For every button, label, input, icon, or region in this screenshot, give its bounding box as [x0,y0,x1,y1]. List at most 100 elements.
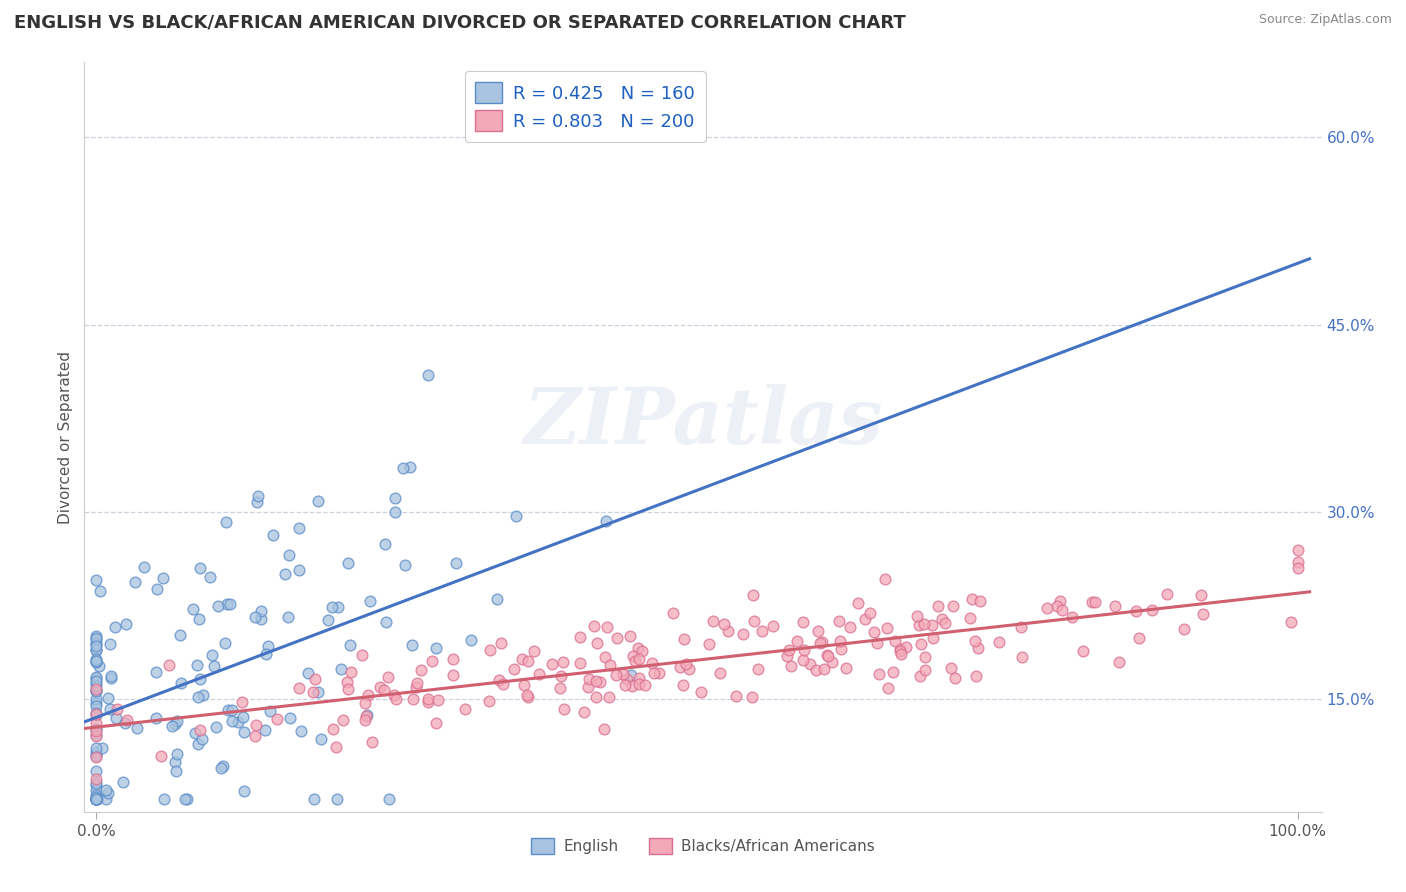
Point [741,690,763,705]
Point [259,704,281,718]
Point [427,692,450,706]
Point [86,682,108,697]
Point [105,711,128,725]
Point [491,676,513,690]
Point [853,612,876,626]
Point [86,792,108,806]
Point [631,644,654,658]
Point [585,690,607,704]
Point [228,715,250,730]
Point [1108,655,1130,669]
Point [86,749,108,764]
Point [762,619,785,633]
Point [86,750,108,764]
Point [86,679,108,693]
Point [86,788,108,802]
Point [1035,601,1057,615]
Point [231,695,253,709]
Point [96,792,118,806]
Point [488,673,510,688]
Point [350,648,373,662]
Point [145,665,167,679]
Point [931,612,953,626]
Point [257,639,280,653]
Point [908,617,931,632]
Point [339,639,361,653]
Point [905,609,928,624]
Point [86,670,108,684]
Point [568,656,591,670]
Point [89,583,111,598]
Point [86,764,108,779]
Point [86,722,108,736]
Point [731,627,754,641]
Point [876,621,898,635]
Point [277,609,299,624]
Point [967,640,990,655]
Point [201,648,224,662]
Point [86,792,108,806]
Point [550,669,572,683]
Point [1125,603,1147,617]
Point [325,740,347,755]
Point [939,661,962,675]
Point [86,676,108,690]
Point [307,685,329,699]
Point [86,674,108,689]
Point [188,723,211,737]
Point [1286,560,1309,574]
Point [243,729,266,743]
Point [786,634,808,648]
Point [287,521,309,535]
Point [86,706,108,721]
Point [356,707,378,722]
Point [548,681,571,695]
Point [595,514,617,528]
Point [215,515,238,529]
Point [290,723,312,738]
Point [86,792,108,806]
Point [86,729,108,743]
Point [157,658,180,673]
Point [204,720,226,734]
Point [124,575,146,590]
Point [170,675,193,690]
Point [416,695,439,709]
Point [86,699,108,714]
Point [453,702,475,716]
Point [713,617,735,632]
Point [589,675,612,690]
Point [678,662,700,676]
Point [910,637,932,651]
Point [839,620,862,634]
Point [354,696,377,710]
Point [441,652,464,666]
Point [821,655,844,669]
Point [516,654,538,668]
Point [146,582,169,596]
Point [959,611,981,625]
Point [623,654,645,668]
Point [890,647,912,661]
Point [232,710,254,724]
Point [418,368,440,383]
Point [662,606,685,620]
Point [288,563,311,577]
Point [914,650,936,665]
Point [160,719,183,733]
Point [384,491,406,505]
Point [503,662,526,676]
Point [217,597,239,611]
Point [699,637,721,651]
Point [117,713,139,727]
Point [384,505,406,519]
Point [868,666,890,681]
Point [302,684,325,698]
Point [398,459,420,474]
Point [927,599,949,613]
Point [599,658,621,673]
Point [742,588,765,602]
Point [830,641,852,656]
Point [243,610,266,624]
Point [86,792,108,806]
